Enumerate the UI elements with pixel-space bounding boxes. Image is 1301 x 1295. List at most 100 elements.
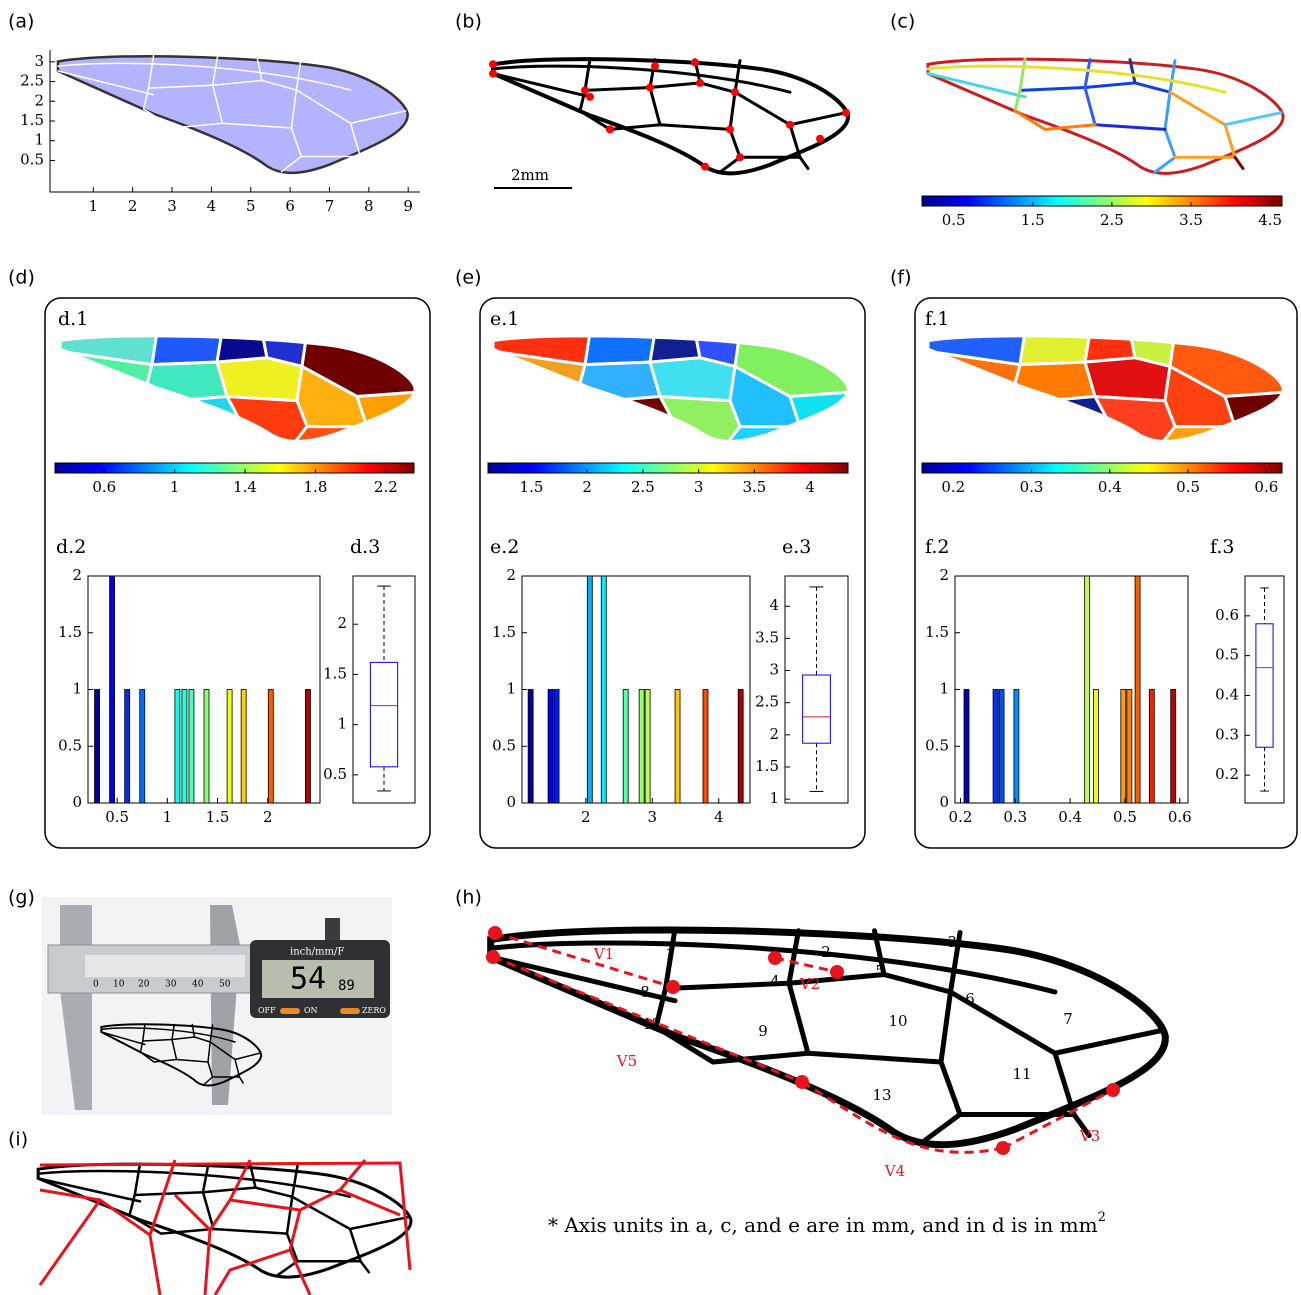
y-tick-label: 0 [506,793,516,811]
bar [140,690,145,804]
y-tick-label: 1 [72,680,82,698]
colorbar [922,196,1282,206]
cell-number: 9 [758,1022,768,1040]
bar [675,690,680,804]
scale-bar-label: 2mm [511,166,549,184]
wing-cell [1015,362,1095,401]
cell-number: 11 [1012,1065,1031,1083]
colorbar-tick-label: 1.5 [520,478,544,496]
colorbar-tick-label: 1.8 [304,478,328,496]
y-tick-label: 0.5 [20,150,44,168]
vein-label: V5 [616,1052,637,1070]
wing-vein [808,1053,941,1062]
vertex-dot [606,125,614,133]
vein-label: V2 [799,975,820,993]
vein-label: V1 [593,945,614,963]
caliper-scale: 50 [219,980,231,990]
wing [928,59,1283,174]
caliper-photo [42,897,392,1115]
vein-endpoint [795,1075,809,1089]
y-tick-label: 2.5 [755,693,779,711]
subpanel-title: f.2 [925,536,949,558]
x-tick-label: 8 [364,197,374,215]
x-tick-label: 3 [167,197,177,215]
colorbar-tick-label: 0.6 [92,478,116,496]
vertex-dot [726,125,734,133]
y-tick-label: 1 [34,131,44,149]
bar [703,690,708,804]
y-tick-label: 2 [337,614,347,632]
subpanel-title: e.1 [490,308,519,330]
y-tick-label: 0.5 [58,736,82,754]
cell-number: 5 [875,962,885,980]
y-tick-label: 0.3 [1215,725,1239,743]
caliper-scale: 10 [113,980,125,990]
figure: 2mm inch/mm/F 54 89 OFF ON ZERO 0 10 20 … [0,0,1301,1295]
wing-cell [147,362,227,401]
bar [204,690,209,804]
x-tick-label: 0.3 [1003,808,1027,826]
wing-vein [1020,83,1170,92]
wing-vein [350,1217,409,1229]
wing-vein [585,83,735,92]
bar [1121,690,1126,804]
bar [1085,576,1090,803]
vertex-dot [586,93,594,101]
x-tick-label: 6 [285,197,295,215]
voronoi-edge [175,1195,210,1295]
subpanel-title: d.2 [56,536,86,558]
vertex-dot [816,135,824,143]
vein-endpoint [996,1141,1010,1155]
wing-vein [1235,157,1243,168]
y-tick-label: 2 [769,725,779,743]
vertex-dot [691,58,699,66]
bar [645,690,650,804]
vertex-dot [489,60,497,68]
panel-label: (a) [8,11,34,33]
footnote-text: * Axis units in a, c, and e are in mm, a… [548,1213,1098,1237]
wing-cell [650,358,735,401]
colorbar-tick-label: 4.5 [1258,211,1282,229]
x-tick-label: 7 [325,197,335,215]
bar [95,690,100,804]
colorbar-tick-label: 0.5 [1176,478,1200,496]
caliper-header: inch/mm/F [290,947,344,958]
voronoi-edge [340,1190,400,1215]
wing [38,1164,411,1277]
wing [489,58,850,173]
colorbar-tick-label: 0.4 [1098,478,1122,496]
wing-vein [1095,125,1165,130]
y-tick-label: 3 [34,52,44,70]
vertex-dot [731,88,739,96]
y-tick-label: 1.5 [323,664,347,682]
x-tick-label: 1.5 [206,808,230,826]
wing-vein [360,157,368,168]
x-tick-label: 9 [403,197,413,215]
voronoi-edge [150,1235,160,1295]
wing-vein [1055,1031,1161,1054]
y-tick-label: 2 [939,566,949,584]
wing [491,929,1166,1145]
bar [639,690,644,804]
x-tick-label: 1 [163,808,173,826]
x-tick-label: 0.5 [105,808,129,826]
caliper-scale: 0 [93,980,99,990]
vertex-dot [786,121,794,129]
y-tick-label: 1 [337,715,347,733]
subpanel-title: f.1 [925,308,949,330]
y-tick-label: 0.5 [323,765,347,783]
caliper-scale: 20 [138,980,150,990]
y-tick-label: 0.4 [1215,685,1239,703]
wing-vein [660,125,730,130]
panel-label: (d) [8,267,35,289]
wing-cell [660,397,740,453]
x-tick-label: 0.2 [949,808,973,826]
y-tick-label: 2 [34,91,44,109]
wing [925,332,1285,452]
bar [623,690,628,804]
cell-number: 4 [770,972,780,990]
wing-vein [800,157,808,168]
colorbar-tick-label: 4 [805,478,815,496]
cell-number: 10 [888,1012,907,1030]
footnote-sup: 2 [1098,1210,1106,1225]
